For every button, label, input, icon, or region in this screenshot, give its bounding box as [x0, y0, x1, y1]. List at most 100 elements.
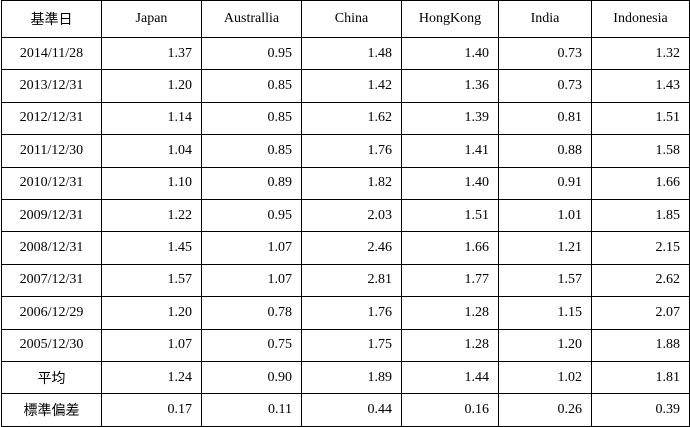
value-cell: 1.32 — [591, 36, 690, 71]
value-cell: 0.78 — [201, 296, 302, 330]
row-label: 2010/12/31 — [1, 166, 102, 200]
table-row: 平均 1.24 0.90 1.89 1.44 1.02 1.81 — [1, 360, 690, 395]
value-cell: 1.39 — [401, 101, 499, 136]
value-cell: 1.04 — [101, 134, 202, 168]
value-cell: 0.16 — [401, 393, 499, 427]
value-cell: 0.75 — [201, 328, 302, 362]
table-row: 2013/12/31 1.20 0.85 1.42 1.36 0.73 1.43 — [1, 69, 690, 103]
row-label: 2011/12/30 — [1, 134, 102, 168]
value-cell: 0.44 — [301, 393, 402, 427]
value-cell: 0.73 — [498, 69, 592, 103]
value-cell: 1.89 — [301, 360, 402, 395]
value-cell: 1.58 — [591, 134, 690, 168]
value-cell: 1.01 — [498, 198, 592, 233]
row-label: 2012/12/31 — [1, 101, 102, 136]
value-cell: 2.46 — [301, 231, 402, 265]
value-cell: 0.95 — [201, 36, 302, 71]
row-label: 2006/12/29 — [1, 296, 102, 330]
value-cell: 1.76 — [301, 296, 402, 330]
value-cell: 2.03 — [301, 198, 402, 233]
row-label: 2009/12/31 — [1, 198, 102, 233]
table-row: 2011/12/30 1.04 0.85 1.76 1.41 0.88 1.58 — [1, 134, 690, 168]
header-cell: India — [498, 0, 592, 38]
table-row: 2008/12/31 1.45 1.07 2.46 1.66 1.21 2.15 — [1, 231, 690, 265]
row-label: 2005/12/30 — [1, 328, 102, 362]
value-cell: 1.40 — [401, 166, 499, 200]
value-cell: 1.82 — [301, 166, 402, 200]
value-cell: 0.89 — [201, 166, 302, 200]
value-cell: 1.20 — [101, 296, 202, 330]
row-label: 2008/12/31 — [1, 231, 102, 265]
value-cell: 1.43 — [591, 69, 690, 103]
value-cell: 1.37 — [101, 36, 202, 71]
value-cell: 0.91 — [498, 166, 592, 200]
value-cell: 0.73 — [498, 36, 592, 71]
value-cell: 0.88 — [498, 134, 592, 168]
value-cell: 1.24 — [101, 360, 202, 395]
value-cell: 1.14 — [101, 101, 202, 136]
header-cell: HongKong — [401, 0, 499, 38]
value-cell: 2.81 — [301, 263, 402, 298]
row-label: 2014/11/28 — [1, 36, 102, 71]
table-row: 標準偏差 0.17 0.11 0.44 0.16 0.26 0.39 — [1, 393, 690, 427]
value-cell: 1.21 — [498, 231, 592, 265]
value-cell: 1.20 — [101, 69, 202, 103]
value-cell: 1.40 — [401, 36, 499, 71]
value-cell: 1.07 — [201, 263, 302, 298]
header-cell: Japan — [101, 0, 202, 38]
header-row: 基準日 Japan Australlia China HongKong India Indo… — [1, 0, 690, 38]
value-cell: 1.66 — [591, 166, 690, 200]
value-cell: 1.20 — [498, 328, 592, 362]
value-cell: 1.15 — [498, 296, 592, 330]
value-cell: 1.81 — [591, 360, 690, 395]
value-cell: 0.85 — [201, 101, 302, 136]
value-cell: 1.45 — [101, 231, 202, 265]
value-cell: 1.62 — [301, 101, 402, 136]
header-cell: Australlia — [201, 0, 302, 38]
table-row: 2014/11/28 1.37 0.95 1.48 1.40 0.73 1.32 — [1, 36, 690, 71]
value-cell: 1.28 — [401, 328, 499, 362]
value-cell: 1.88 — [591, 328, 690, 362]
value-cell: 1.48 — [301, 36, 402, 71]
value-cell: 0.85 — [201, 69, 302, 103]
value-cell: 1.10 — [101, 166, 202, 200]
value-cell: 1.07 — [101, 328, 202, 362]
value-cell: 1.41 — [401, 134, 499, 168]
row-label: 2013/12/31 — [1, 69, 102, 103]
table-body: 2014/11/28 1.37 0.95 1.48 1.40 0.73 1.32 2013/1… — [1, 36, 690, 427]
value-cell: 2.62 — [591, 263, 690, 298]
value-cell: 0.95 — [201, 198, 302, 233]
table-row: 2006/12/29 1.20 0.78 1.76 1.28 1.15 2.07 — [1, 296, 690, 330]
value-cell: 1.57 — [498, 263, 592, 298]
table-row: 2009/12/31 1.22 0.95 2.03 1.51 1.01 1.85 — [1, 198, 690, 233]
value-cell: 1.02 — [498, 360, 592, 395]
value-cell: 1.28 — [401, 296, 499, 330]
value-cell: 1.57 — [101, 263, 202, 298]
header-cell: 基準日 — [1, 0, 102, 38]
table-row: 2005/12/30 1.07 0.75 1.75 1.28 1.20 1.88 — [1, 328, 690, 362]
value-cell: 0.11 — [201, 393, 302, 427]
value-cell: 0.39 — [591, 393, 690, 427]
value-cell: 1.51 — [401, 198, 499, 233]
header-cell: China — [301, 0, 402, 38]
value-cell: 2.07 — [591, 296, 690, 330]
value-cell: 1.77 — [401, 263, 499, 298]
row-label: 2007/12/31 — [1, 263, 102, 298]
value-cell: 1.75 — [301, 328, 402, 362]
value-cell: 0.90 — [201, 360, 302, 395]
row-label: 標準偏差 — [1, 393, 102, 427]
value-cell: 1.51 — [591, 101, 690, 136]
value-cell: 1.76 — [301, 134, 402, 168]
value-cell: 1.44 — [401, 360, 499, 395]
table-row: 2010/12/31 1.10 0.89 1.82 1.40 0.91 1.66 — [1, 166, 690, 200]
value-cell: 2.15 — [591, 231, 690, 265]
value-cell: 0.85 — [201, 134, 302, 168]
table-row: 2012/12/31 1.14 0.85 1.62 1.39 0.81 1.51 — [1, 101, 690, 136]
value-cell: 1.66 — [401, 231, 499, 265]
value-cell: 1.22 — [101, 198, 202, 233]
header-cell: Indonesia — [591, 0, 690, 38]
table-row: 2007/12/31 1.57 1.07 2.81 1.77 1.57 2.62 — [1, 263, 690, 298]
value-cell: 0.26 — [498, 393, 592, 427]
